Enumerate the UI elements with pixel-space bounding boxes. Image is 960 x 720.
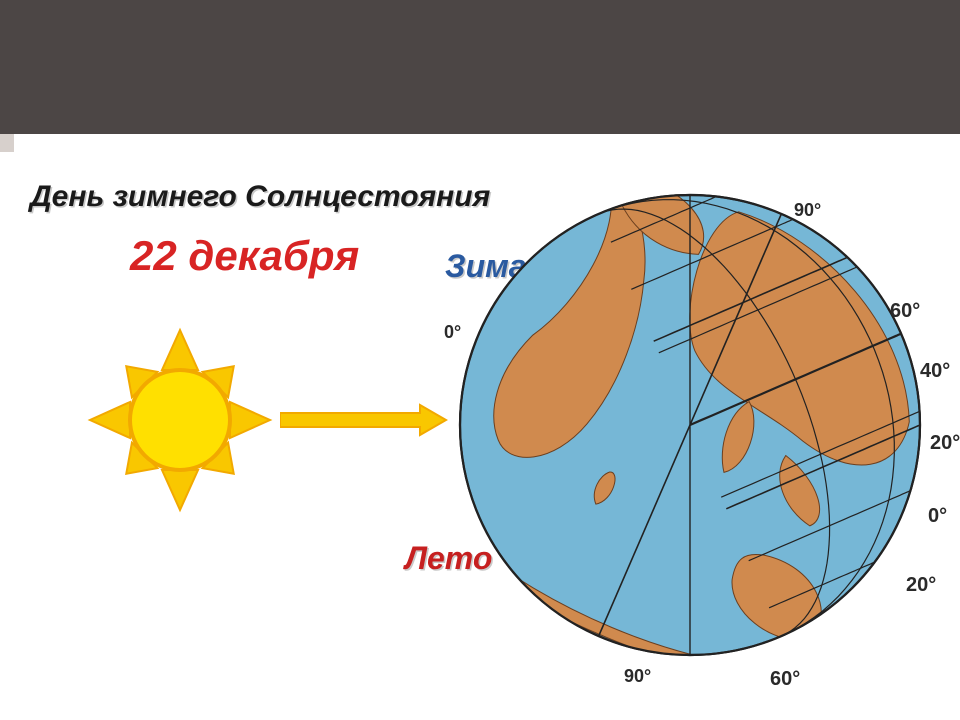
latitude-label: 90° [624, 666, 651, 687]
side-strip [0, 134, 14, 152]
latitude-label: 0° [928, 505, 947, 528]
latitude-label: 60° [890, 300, 920, 323]
sun-ray-arrow [280, 390, 450, 455]
diagram-title: День зимнего Солнцестояния [30, 180, 490, 214]
latitude-label: 20° [930, 432, 960, 455]
latitude-label: 0° [444, 322, 461, 343]
latitude-label: 20° [906, 574, 936, 597]
sun-icon [60, 300, 300, 545]
header-band [0, 0, 960, 134]
latitude-label: 90° [794, 200, 821, 221]
latitude-label: 60° [770, 668, 800, 691]
earth-globe [430, 165, 950, 690]
date-label: 22 декабря [130, 232, 359, 280]
latitude-label: 40° [920, 360, 950, 383]
